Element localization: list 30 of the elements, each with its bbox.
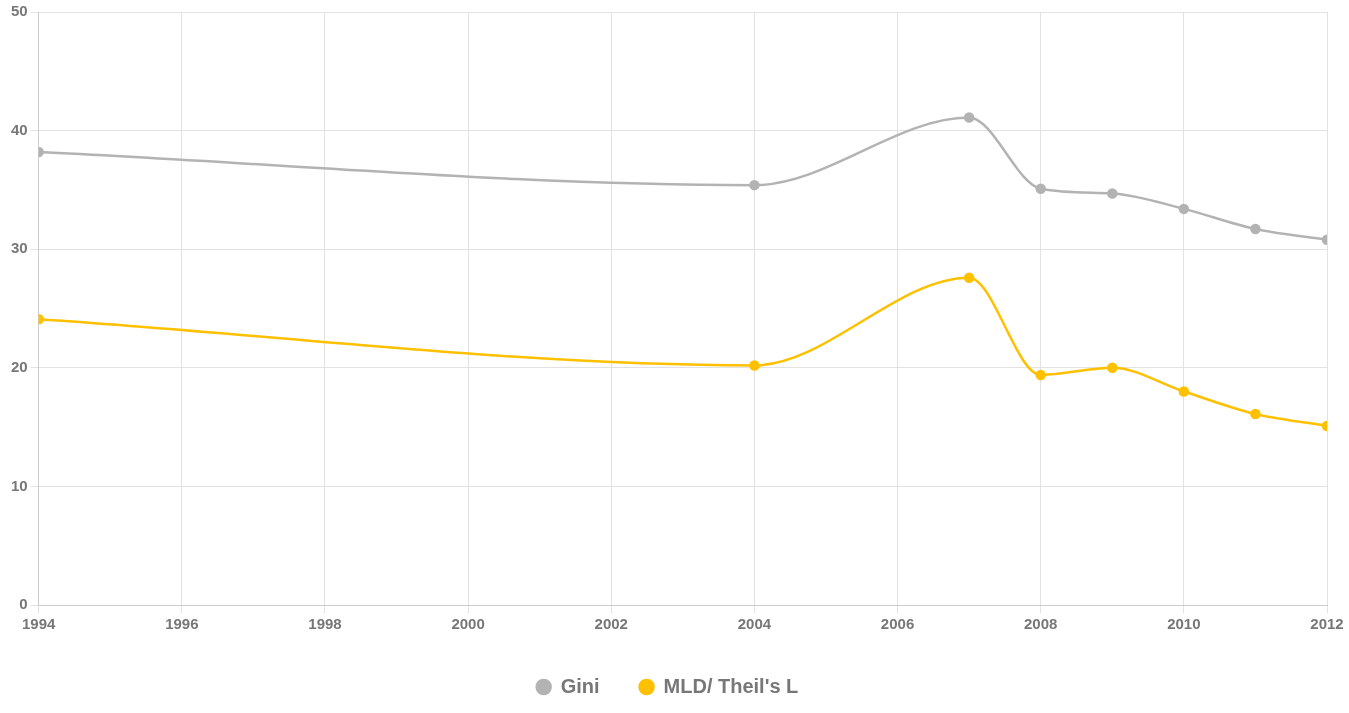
x-tick-label: 2008 — [1024, 615, 1058, 633]
point — [749, 360, 760, 371]
point — [1035, 183, 1046, 194]
point — [1035, 369, 1046, 381]
x-tick-label: 2000 — [451, 615, 485, 633]
point — [1250, 408, 1261, 420]
point — [749, 179, 760, 191]
legend-label: MLD/ Theil's L — [663, 674, 799, 697]
y-tick-label: 30 — [11, 239, 28, 257]
x-tick-label: 1998 — [308, 615, 342, 633]
x-tick-label: 2002 — [594, 615, 628, 633]
y-tick-label: 40 — [11, 120, 28, 138]
y-tick-label: 10 — [11, 476, 28, 494]
point — [1107, 188, 1118, 199]
point — [1107, 362, 1118, 374]
point — [963, 112, 975, 123]
point — [1178, 203, 1190, 215]
point — [1250, 223, 1261, 235]
x-tick-label: 2010 — [1167, 615, 1201, 633]
point — [1178, 386, 1190, 397]
legend-label: Gini — [560, 674, 600, 697]
x-tick-label: 2004 — [737, 615, 772, 633]
y-tick-label: 0 — [19, 595, 28, 613]
y-tick-label: 50 — [11, 2, 28, 20]
x-tick-label: 1994 — [22, 615, 57, 633]
point — [963, 272, 975, 283]
x-tick-label: 2012 — [1310, 615, 1344, 633]
y-tick-label: 20 — [11, 357, 28, 375]
x-tick-label: 1996 — [165, 615, 199, 633]
x-tick-label: 2006 — [880, 615, 915, 633]
